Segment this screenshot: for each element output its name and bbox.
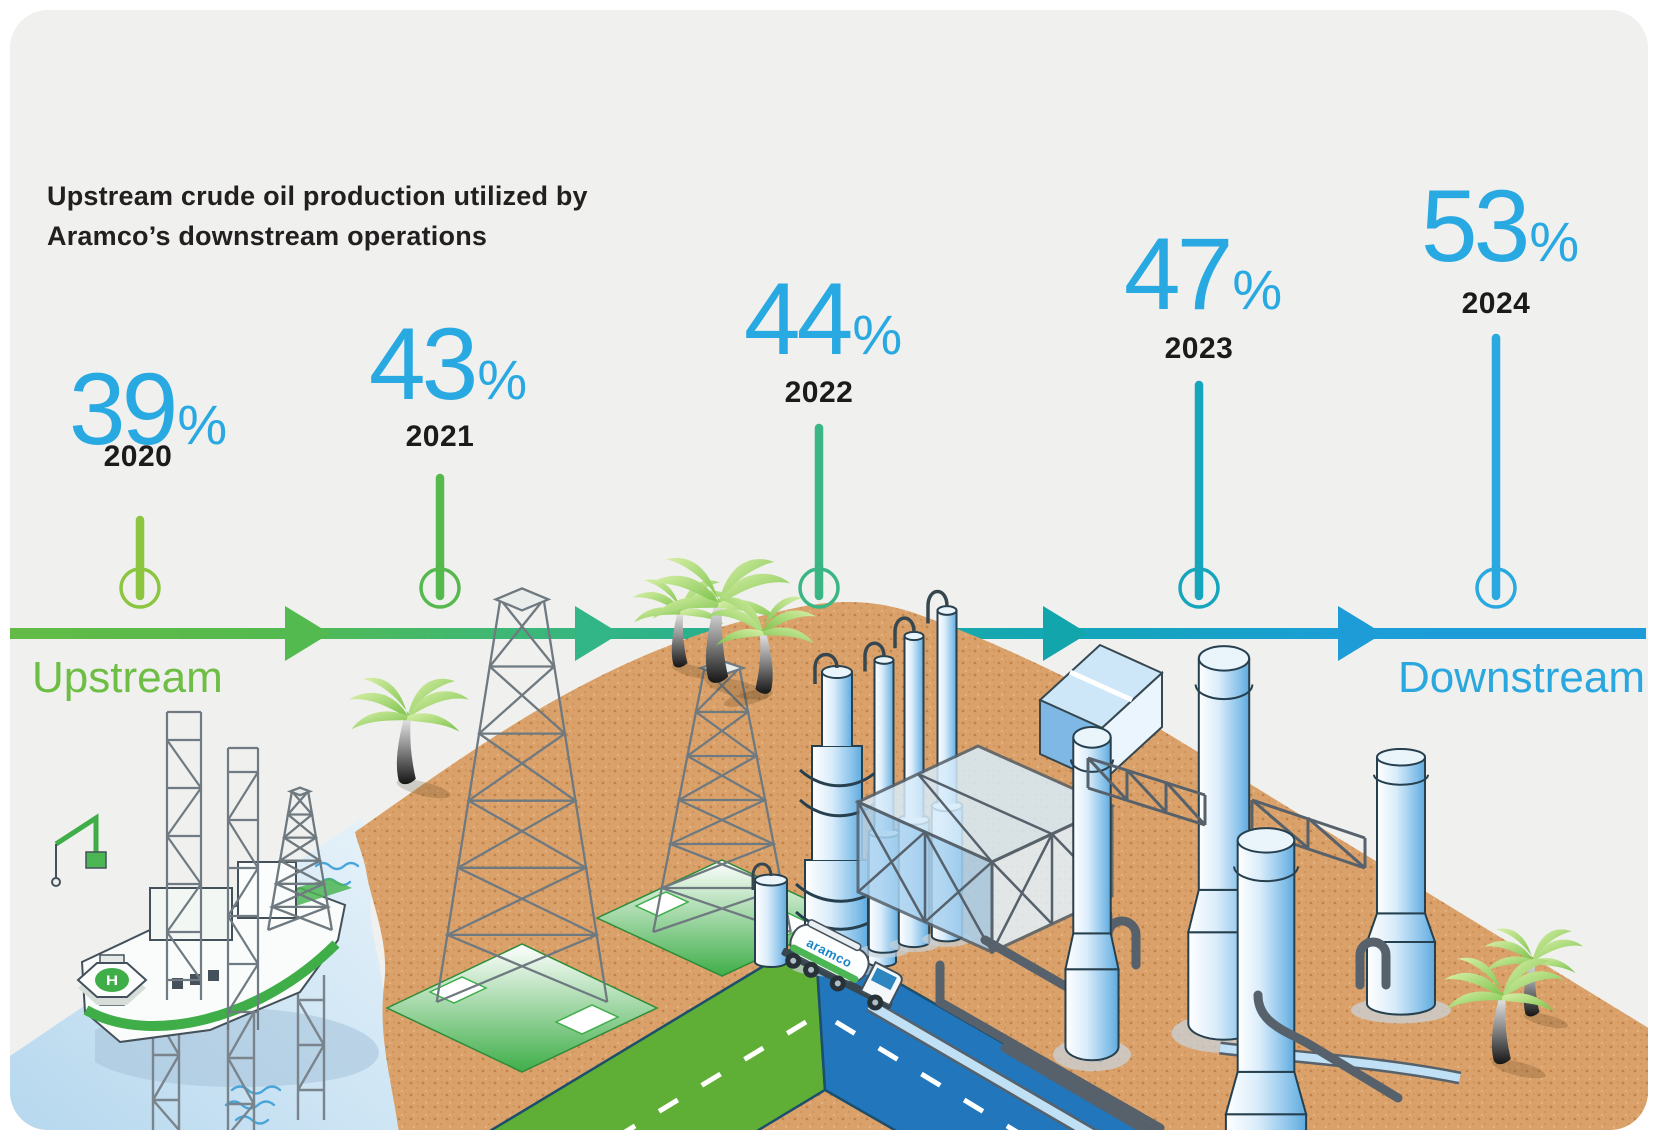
tanker-truck: aramco [781,919,903,1011]
year-label-2020: 2020 [103,440,173,473]
crane-icon [51,813,107,887]
warehouse [1038,643,1164,785]
year-label-2021: 2021 [405,420,475,453]
arrow-right-icon [285,606,330,661]
rig-masts [165,710,260,1030]
chart-title: Upstream crude oil production utilized b… [47,176,588,256]
value-2021: 43% [368,307,528,421]
year-markers [119,333,1517,609]
arrow-right-icon [1338,606,1383,661]
porthole-icon [172,978,183,989]
truck-wheels [785,952,884,1011]
refinery [751,589,1335,1130]
downstream-columns [1051,644,1462,1130]
value-2020: 39% [68,352,228,466]
helipad-letter: H [106,974,118,989]
downstream-label: Downstream [1398,653,1645,702]
porthole-icon [208,970,219,981]
helipad: H [76,954,148,1006]
upstream-label: Upstream [32,653,223,702]
year-label-2024: 2024 [1461,287,1531,320]
pipes [1253,937,1403,1103]
offshore-rig: H [51,710,352,1130]
chart-title-line2: Aramco’s downstream operations [47,221,488,251]
value-2022: 44% [743,262,903,376]
chart-title-line1: Upstream crude oil production utilized b… [47,181,588,211]
value-2023: 47% [1123,217,1283,331]
rig-deckhouse [149,861,297,989]
arrow-right-icon [1043,606,1088,661]
value-2024: 53% [1420,169,1580,283]
arrow-right-icon [575,606,620,661]
pipe-rack [1086,756,1367,870]
year-label-2022: 2022 [784,376,854,409]
year-label-2023: 2023 [1164,332,1234,365]
